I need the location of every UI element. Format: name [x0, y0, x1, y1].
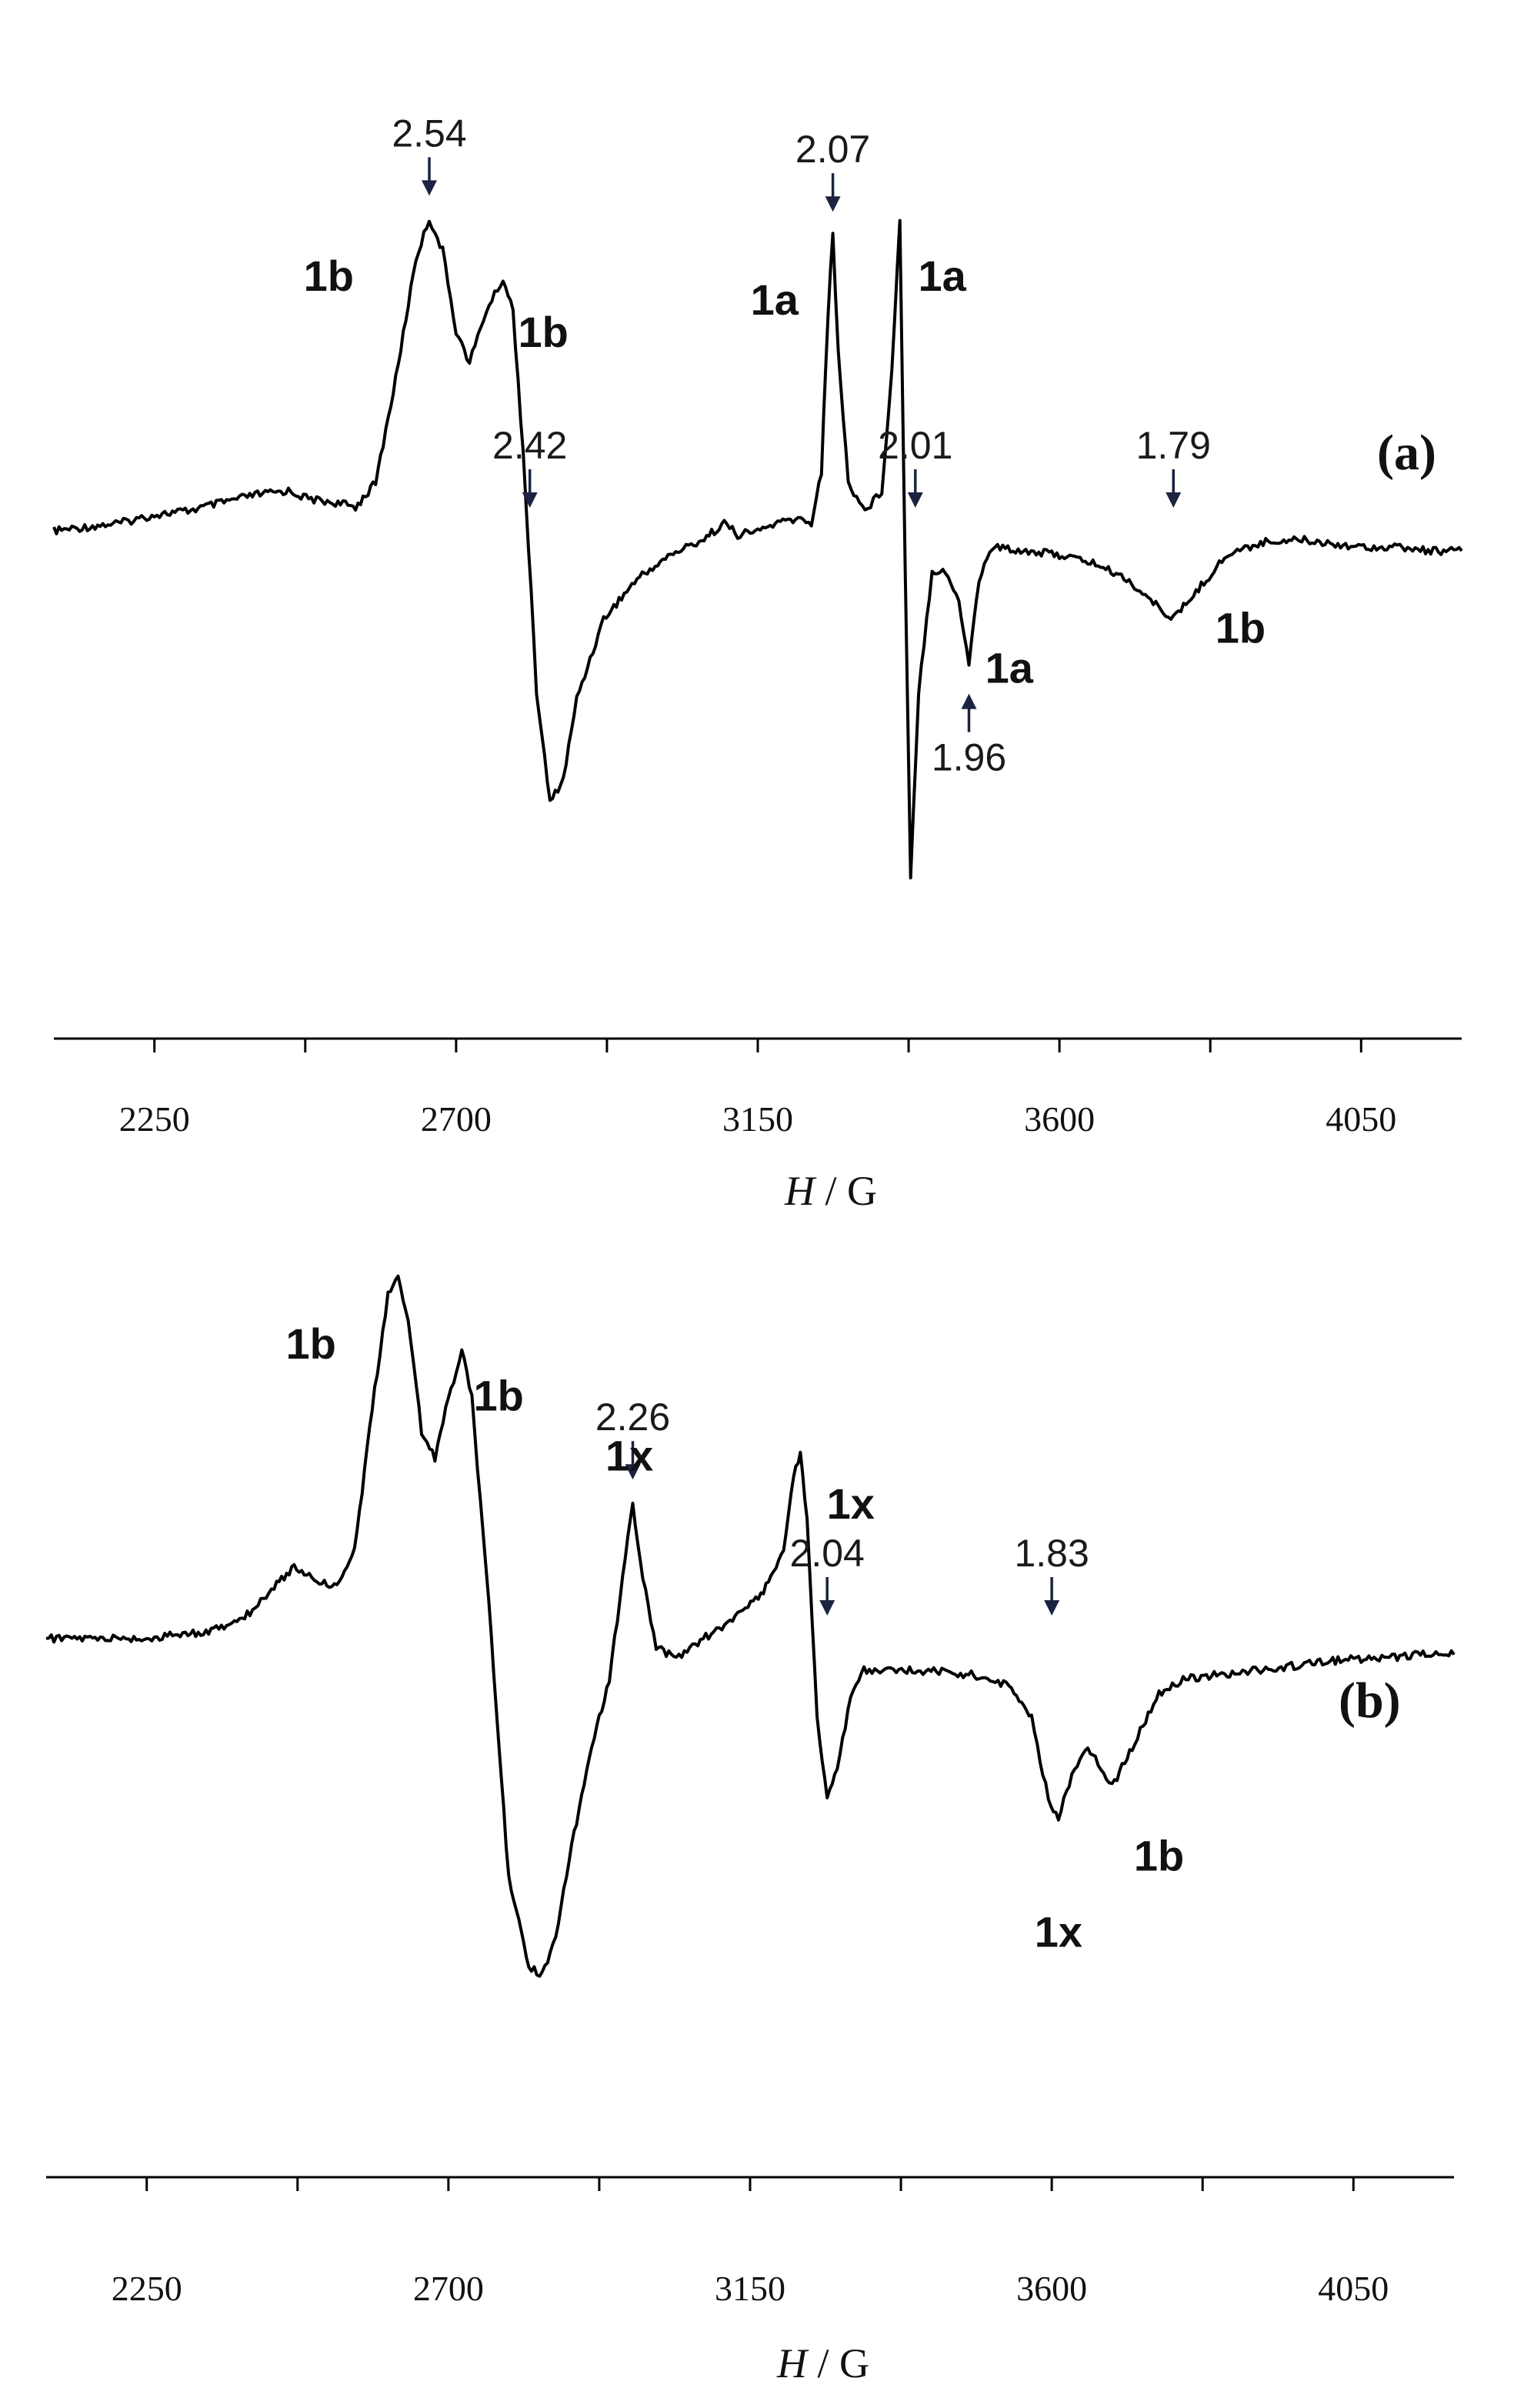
arrow-down-icon — [819, 1600, 835, 1616]
g-value-label: 1.83 — [1014, 1532, 1089, 1575]
x-tick-label: 4050 — [1318, 2269, 1389, 2308]
x-tick-label: 2700 — [413, 2269, 484, 2308]
species-label: 1a — [918, 252, 966, 300]
g-value-label: 2.42 — [492, 424, 567, 467]
x-tick-label: 3600 — [1016, 2269, 1087, 2308]
panel-label-b: (b) — [1339, 1673, 1401, 1729]
x-ticks-a — [153, 1039, 1362, 1052]
species-label: 1b — [1216, 604, 1266, 652]
arrow-down-icon — [1166, 492, 1182, 508]
x-tick-label: 2700 — [421, 1099, 492, 1139]
x-tick-label: 2250 — [112, 2269, 182, 2308]
g-value-label: 1.96 — [932, 736, 1006, 779]
g-value-label: 2.07 — [795, 128, 870, 171]
x-tick-labels-b: 2250 2700 3150 3600 4050 — [112, 2269, 1389, 2308]
g-value-label: 2.26 — [595, 1396, 670, 1439]
x-tick-label: 2250 — [119, 1099, 190, 1139]
species-label: 1a — [751, 275, 799, 324]
species-label: 1x — [605, 1432, 653, 1480]
g-markers-a: 2.54 2.42 2.07 2.01 1.79 1.96 — [392, 112, 1211, 779]
x-tick-label: 3600 — [1024, 1099, 1095, 1139]
g-value-marker: 2.42 — [492, 424, 567, 508]
species-label: 1x — [827, 1479, 875, 1528]
arrow-up-icon — [961, 693, 977, 709]
species-label: 1b — [1134, 1832, 1184, 1880]
arrow-down-icon — [422, 180, 437, 196]
g-value-marker: 1.83 — [1014, 1532, 1089, 1616]
g-value-label: 1.79 — [1136, 424, 1211, 467]
species-label: 1a — [985, 644, 1034, 692]
panel-label-a: (a) — [1377, 425, 1436, 481]
x-ticks-b — [145, 2177, 1355, 2191]
g-value-marker: 1.96 — [932, 693, 1006, 779]
panel-b: 2.26 2.04 1.83 1b 1b 1x 1x 1x 1b (b) 2250 2700 … — [45, 1274, 1456, 2386]
panel-a: 2.54 2.42 2.07 2.01 1.79 1.96 1b 1b 1a 1a 1a 1b (a… — [52, 112, 1463, 1214]
spectrum-line-a — [52, 218, 1463, 880]
arrow-down-icon — [1044, 1600, 1060, 1616]
species-label: 1b — [518, 308, 568, 356]
arrow-down-icon — [825, 196, 841, 212]
g-value-label: 2.01 — [878, 424, 952, 467]
g-value-label: 2.54 — [392, 112, 466, 155]
arrow-down-icon — [522, 492, 538, 508]
species-label: 1b — [286, 1319, 336, 1368]
x-tick-label: 3150 — [722, 1099, 793, 1139]
arrow-down-icon — [625, 1464, 641, 1480]
g-value-marker: 2.04 — [790, 1532, 865, 1616]
g-value-marker: 2.26 — [595, 1396, 670, 1480]
spectrum-line-b — [45, 1274, 1456, 1978]
species-label: 1b — [304, 252, 354, 300]
x-tick-labels-a: 2250 2700 3150 3600 4050 — [119, 1099, 1397, 1139]
species-label: 1x — [1035, 1907, 1082, 1956]
x-tick-label: 3150 — [715, 2269, 785, 2308]
g-value-label: 2.04 — [790, 1532, 865, 1575]
g-value-marker: 2.54 — [392, 112, 467, 196]
species-label: 1b — [474, 1372, 524, 1420]
species-labels-a: 1b 1b 1a 1a 1a 1b — [304, 252, 1266, 692]
g-value-marker: 1.79 — [1136, 424, 1211, 508]
species-labels-b: 1b 1b 1x 1x 1x 1b — [286, 1319, 1185, 1956]
g-value-marker: 2.07 — [795, 128, 870, 212]
arrow-down-icon — [907, 492, 923, 508]
g-value-marker: 2.01 — [878, 424, 952, 508]
x-axis-title-a: H / G — [784, 1168, 877, 1214]
x-axis-title-b: H / G — [776, 2340, 869, 2386]
x-tick-label: 4050 — [1326, 1099, 1396, 1139]
g-markers-b: 2.26 2.04 1.83 — [595, 1396, 1089, 1616]
